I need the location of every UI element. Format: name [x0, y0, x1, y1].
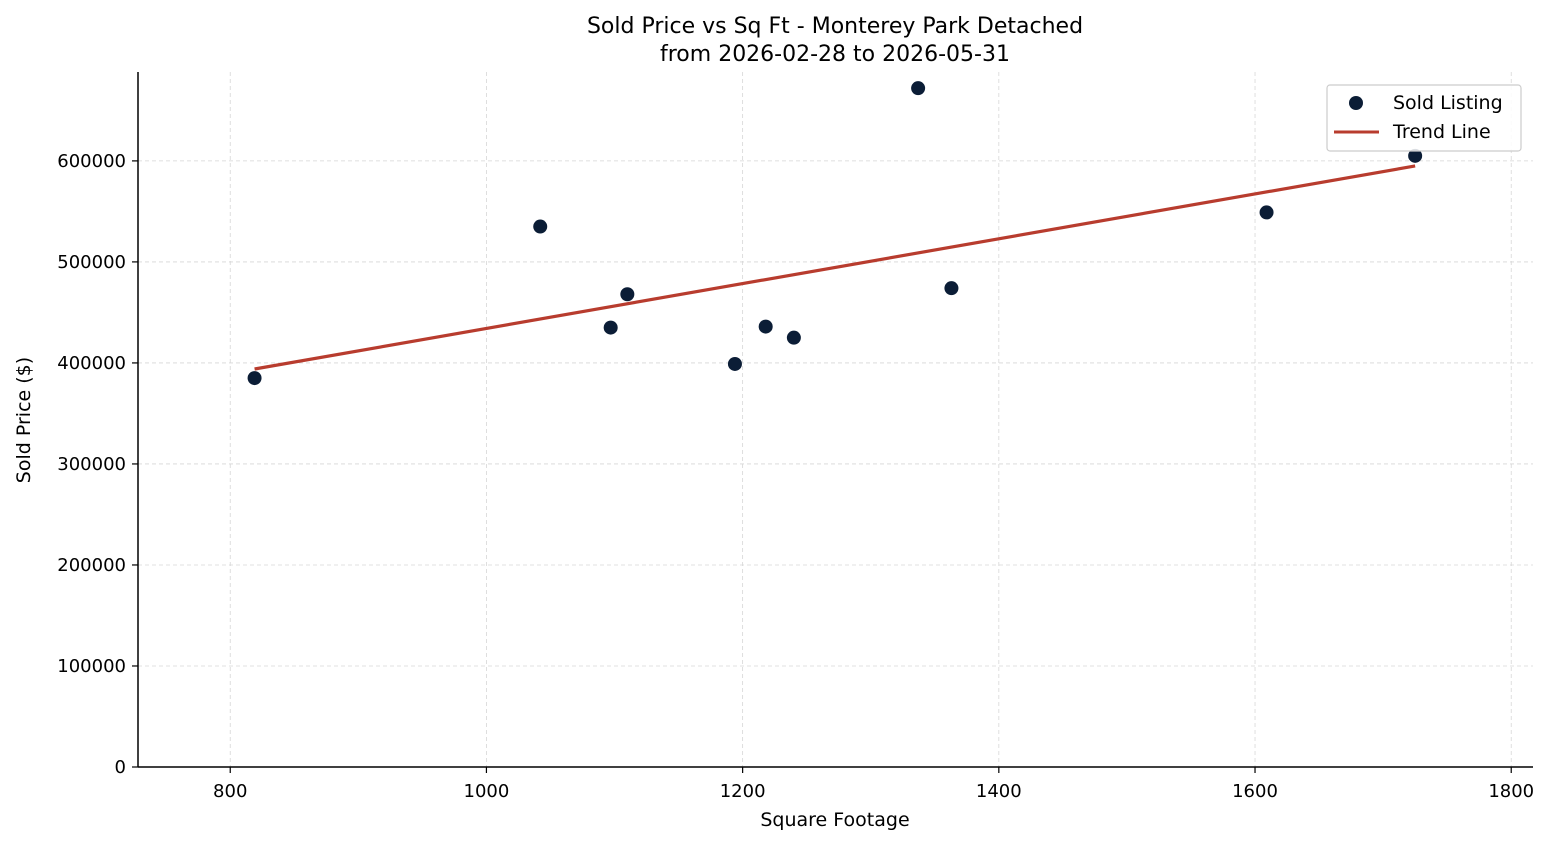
- x-tick-label: 1800: [1488, 781, 1534, 802]
- trend-line: [254, 164, 1416, 371]
- x-tick-label: 1400: [976, 781, 1022, 802]
- legend: Sold Listing Trend Line: [1326, 84, 1522, 152]
- grid: [138, 72, 1533, 768]
- sold-listing-point: [620, 287, 635, 302]
- x-tick-label: 800: [213, 781, 247, 802]
- y-tick-label: 100000: [57, 656, 126, 677]
- sold-listing-point: [944, 281, 959, 296]
- y-axis-label: Sold Price ($): [13, 357, 35, 483]
- sold-listing-point: [727, 356, 742, 371]
- legend-box: [1326, 84, 1522, 152]
- axes: 800 1000 1200 1400 1600 1800 0 100000 200000 3000…: [57, 72, 1534, 802]
- y-tick-label: 500000: [57, 252, 126, 273]
- x-axis-label: Square Footage: [760, 809, 909, 831]
- sold-listing-point: [247, 371, 262, 386]
- sold-listing-point: [911, 81, 926, 96]
- scatter-points: [247, 81, 1423, 386]
- sold-listing-point: [1408, 148, 1423, 163]
- chart-subtitle: from 2026-02-28 to 2026-05-31: [660, 42, 1010, 67]
- sold-listing-point: [533, 219, 548, 234]
- y-tick-label: 600000: [57, 151, 126, 172]
- sold-listing-point: [603, 320, 618, 335]
- x-tick-label: 1200: [720, 781, 766, 802]
- y-tick-label: 400000: [57, 353, 126, 374]
- y-tick-label: 200000: [57, 555, 126, 576]
- x-tick-label: 1000: [464, 781, 510, 802]
- legend-label-trend-line: Trend Line: [1392, 121, 1491, 143]
- sold-listing-point: [1259, 205, 1274, 220]
- legend-label-sold-listing: Sold Listing: [1393, 92, 1503, 114]
- legend-marker-sold-listing: [1349, 96, 1363, 110]
- sold-listing-point: [786, 330, 801, 345]
- chart-title: Sold Price vs Sq Ft - Monterey Park Deta…: [587, 14, 1083, 39]
- x-tick-label: 1600: [1232, 781, 1278, 802]
- sold-listing-point: [758, 319, 773, 334]
- trend-line-layer: [254, 164, 1416, 371]
- y-tick-label: 0: [115, 757, 126, 778]
- y-tick-label: 300000: [57, 454, 126, 475]
